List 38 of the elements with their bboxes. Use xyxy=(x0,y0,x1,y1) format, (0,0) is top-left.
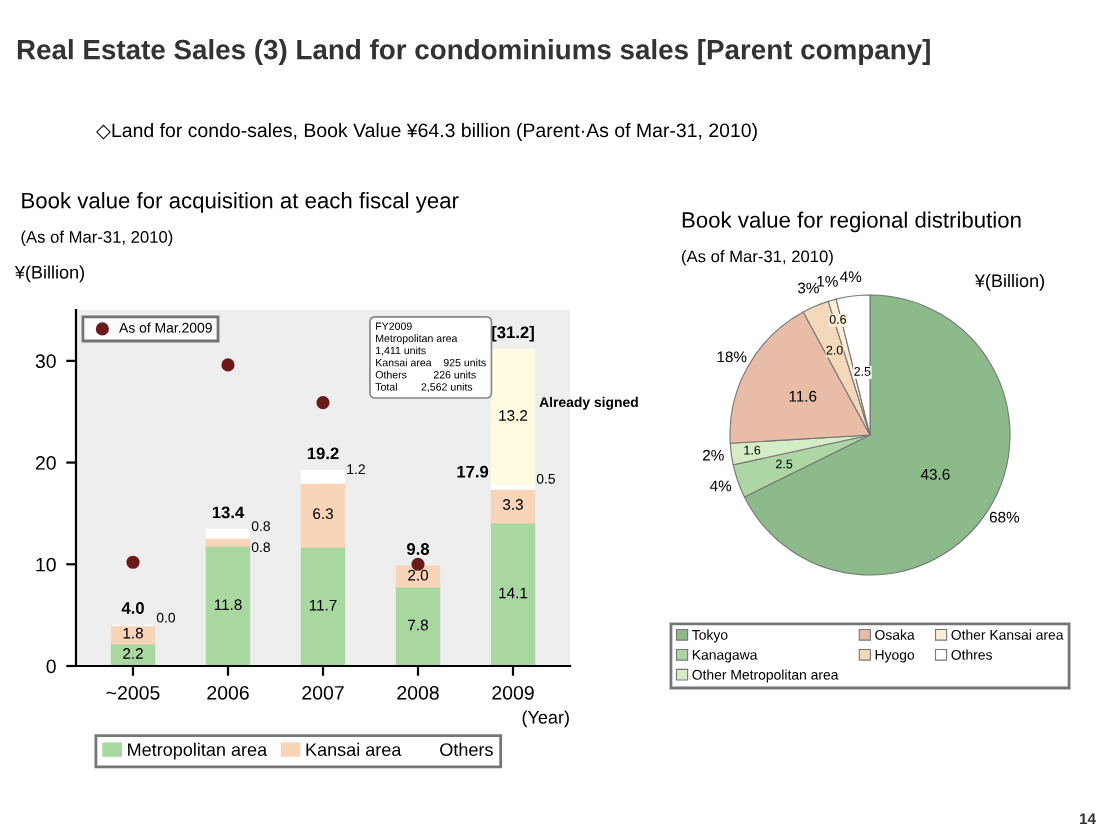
x-tick-label: ~2005 xyxy=(106,685,160,700)
total-label: 4.0 xyxy=(121,602,144,614)
chart-subtitle: (As of Mar-31, 2010) xyxy=(21,230,173,247)
total-label: 9.8 xyxy=(406,543,430,555)
bar xyxy=(490,521,536,666)
y-tick-label: 10 xyxy=(36,557,56,572)
total-label: 19.2 xyxy=(307,447,339,460)
total-label: [31.2] xyxy=(492,325,534,342)
x-axis-title: (Year) xyxy=(522,710,569,728)
x-tick-label: 2006 xyxy=(207,685,249,700)
bar xyxy=(300,482,346,548)
chart-subtitle: (As of Mar-31, 2010) xyxy=(682,250,833,266)
y-tick-label: 0 xyxy=(46,659,56,674)
text: Real Estate Sales (3) Land for condominiums sales [Parent company] xyxy=(17,39,930,65)
chart-title: Book value for regional distribution xyxy=(682,211,1021,233)
x-tick-label: 2008 xyxy=(397,685,439,700)
legend-label: Kansai area xyxy=(306,742,402,757)
legend-label: Metropolitan area xyxy=(128,742,268,760)
total-label: 13.4 xyxy=(212,506,245,519)
bar xyxy=(300,546,346,666)
y-tick-label: 20 xyxy=(35,456,56,470)
y-axis-title: ¥(Billion) xyxy=(14,265,85,283)
x-tick-label: 2007 xyxy=(302,685,344,700)
x-tick-label: 2009 xyxy=(492,685,534,700)
bar xyxy=(395,585,441,666)
point xyxy=(221,358,235,372)
annotation: 17.9 xyxy=(457,465,489,478)
bar xyxy=(205,528,251,539)
chart-title: Book value for acquisition at each fiscal year xyxy=(22,192,459,213)
y-tick-label: 30 xyxy=(35,354,56,369)
text: Others xyxy=(440,742,493,757)
bar xyxy=(490,348,536,485)
bar xyxy=(205,545,251,666)
point xyxy=(316,395,330,410)
text: ¥(Billion) xyxy=(974,273,1044,291)
point xyxy=(126,555,140,569)
text: ◇Land for condo-sales, Book Value ¥64.3 billion (Parent·As of Mar-31, 2010) xyxy=(96,122,757,142)
bar xyxy=(300,469,346,484)
